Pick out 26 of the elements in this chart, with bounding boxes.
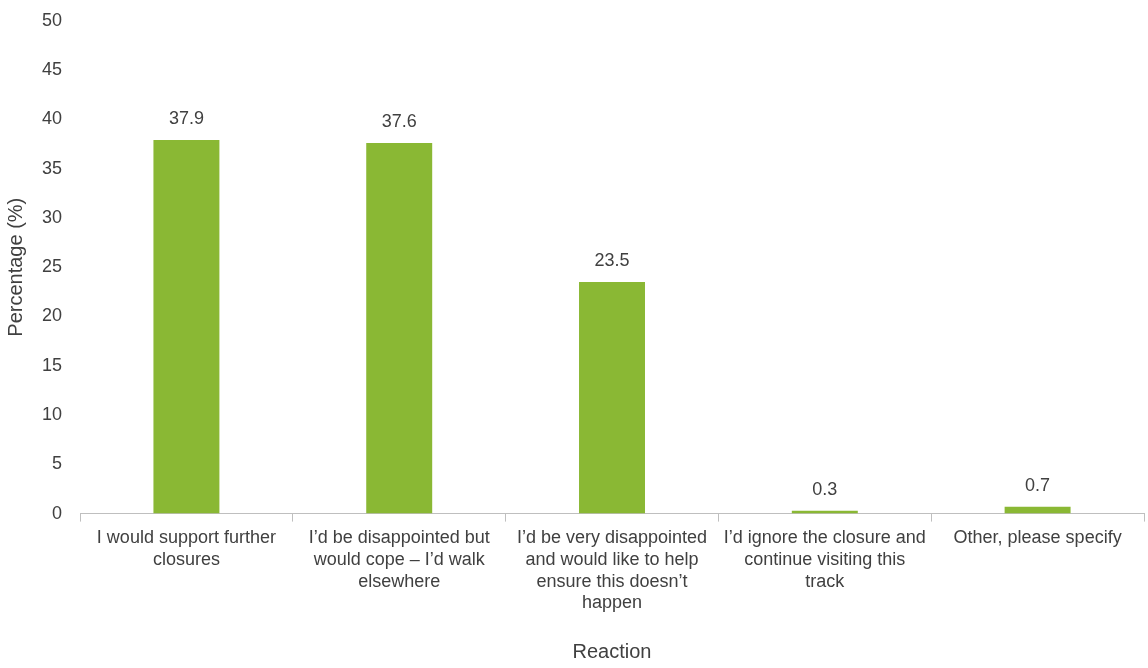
y-tick-label: 15 [41,354,63,375]
y-tick-label: 45 [41,59,63,80]
y-tick-label: 0 [52,502,63,523]
y-tick-label: 35 [41,157,63,178]
data-label: 37.6 [381,110,417,131]
x-tick-label: I would support further closures [96,527,276,569]
y-tick-label: 40 [41,108,63,129]
y-axis-title: Percentage (%) [3,197,26,337]
bar [579,281,645,514]
x-tick-label: I’d be disappointed but would cope – I’d walk elsewhere [308,527,490,591]
data-label: 0.7 [1025,474,1051,495]
bar [153,140,220,514]
data-label: 37.9 [168,108,204,129]
y-tick-label: 10 [41,404,63,425]
x-tick-label: I’d ignore the closure and continue visiting this track [723,527,926,591]
y-tick-label: 30 [41,206,63,227]
y-tick-label: 25 [41,256,63,277]
x-tick-label: Other, please specify [953,527,1122,548]
x-axis-title: Reaction [572,639,652,662]
x-tick-label: I’d be very disappointed and would like to help ensure this doesn’t happen [516,527,708,613]
y-tick-label: 5 [52,453,63,474]
data-label: 23.5 [594,249,630,270]
data-label: 0.3 [812,478,838,499]
bar [366,143,433,514]
y-tick-label: 50 [41,9,63,30]
y-tick-label: 20 [41,305,63,326]
